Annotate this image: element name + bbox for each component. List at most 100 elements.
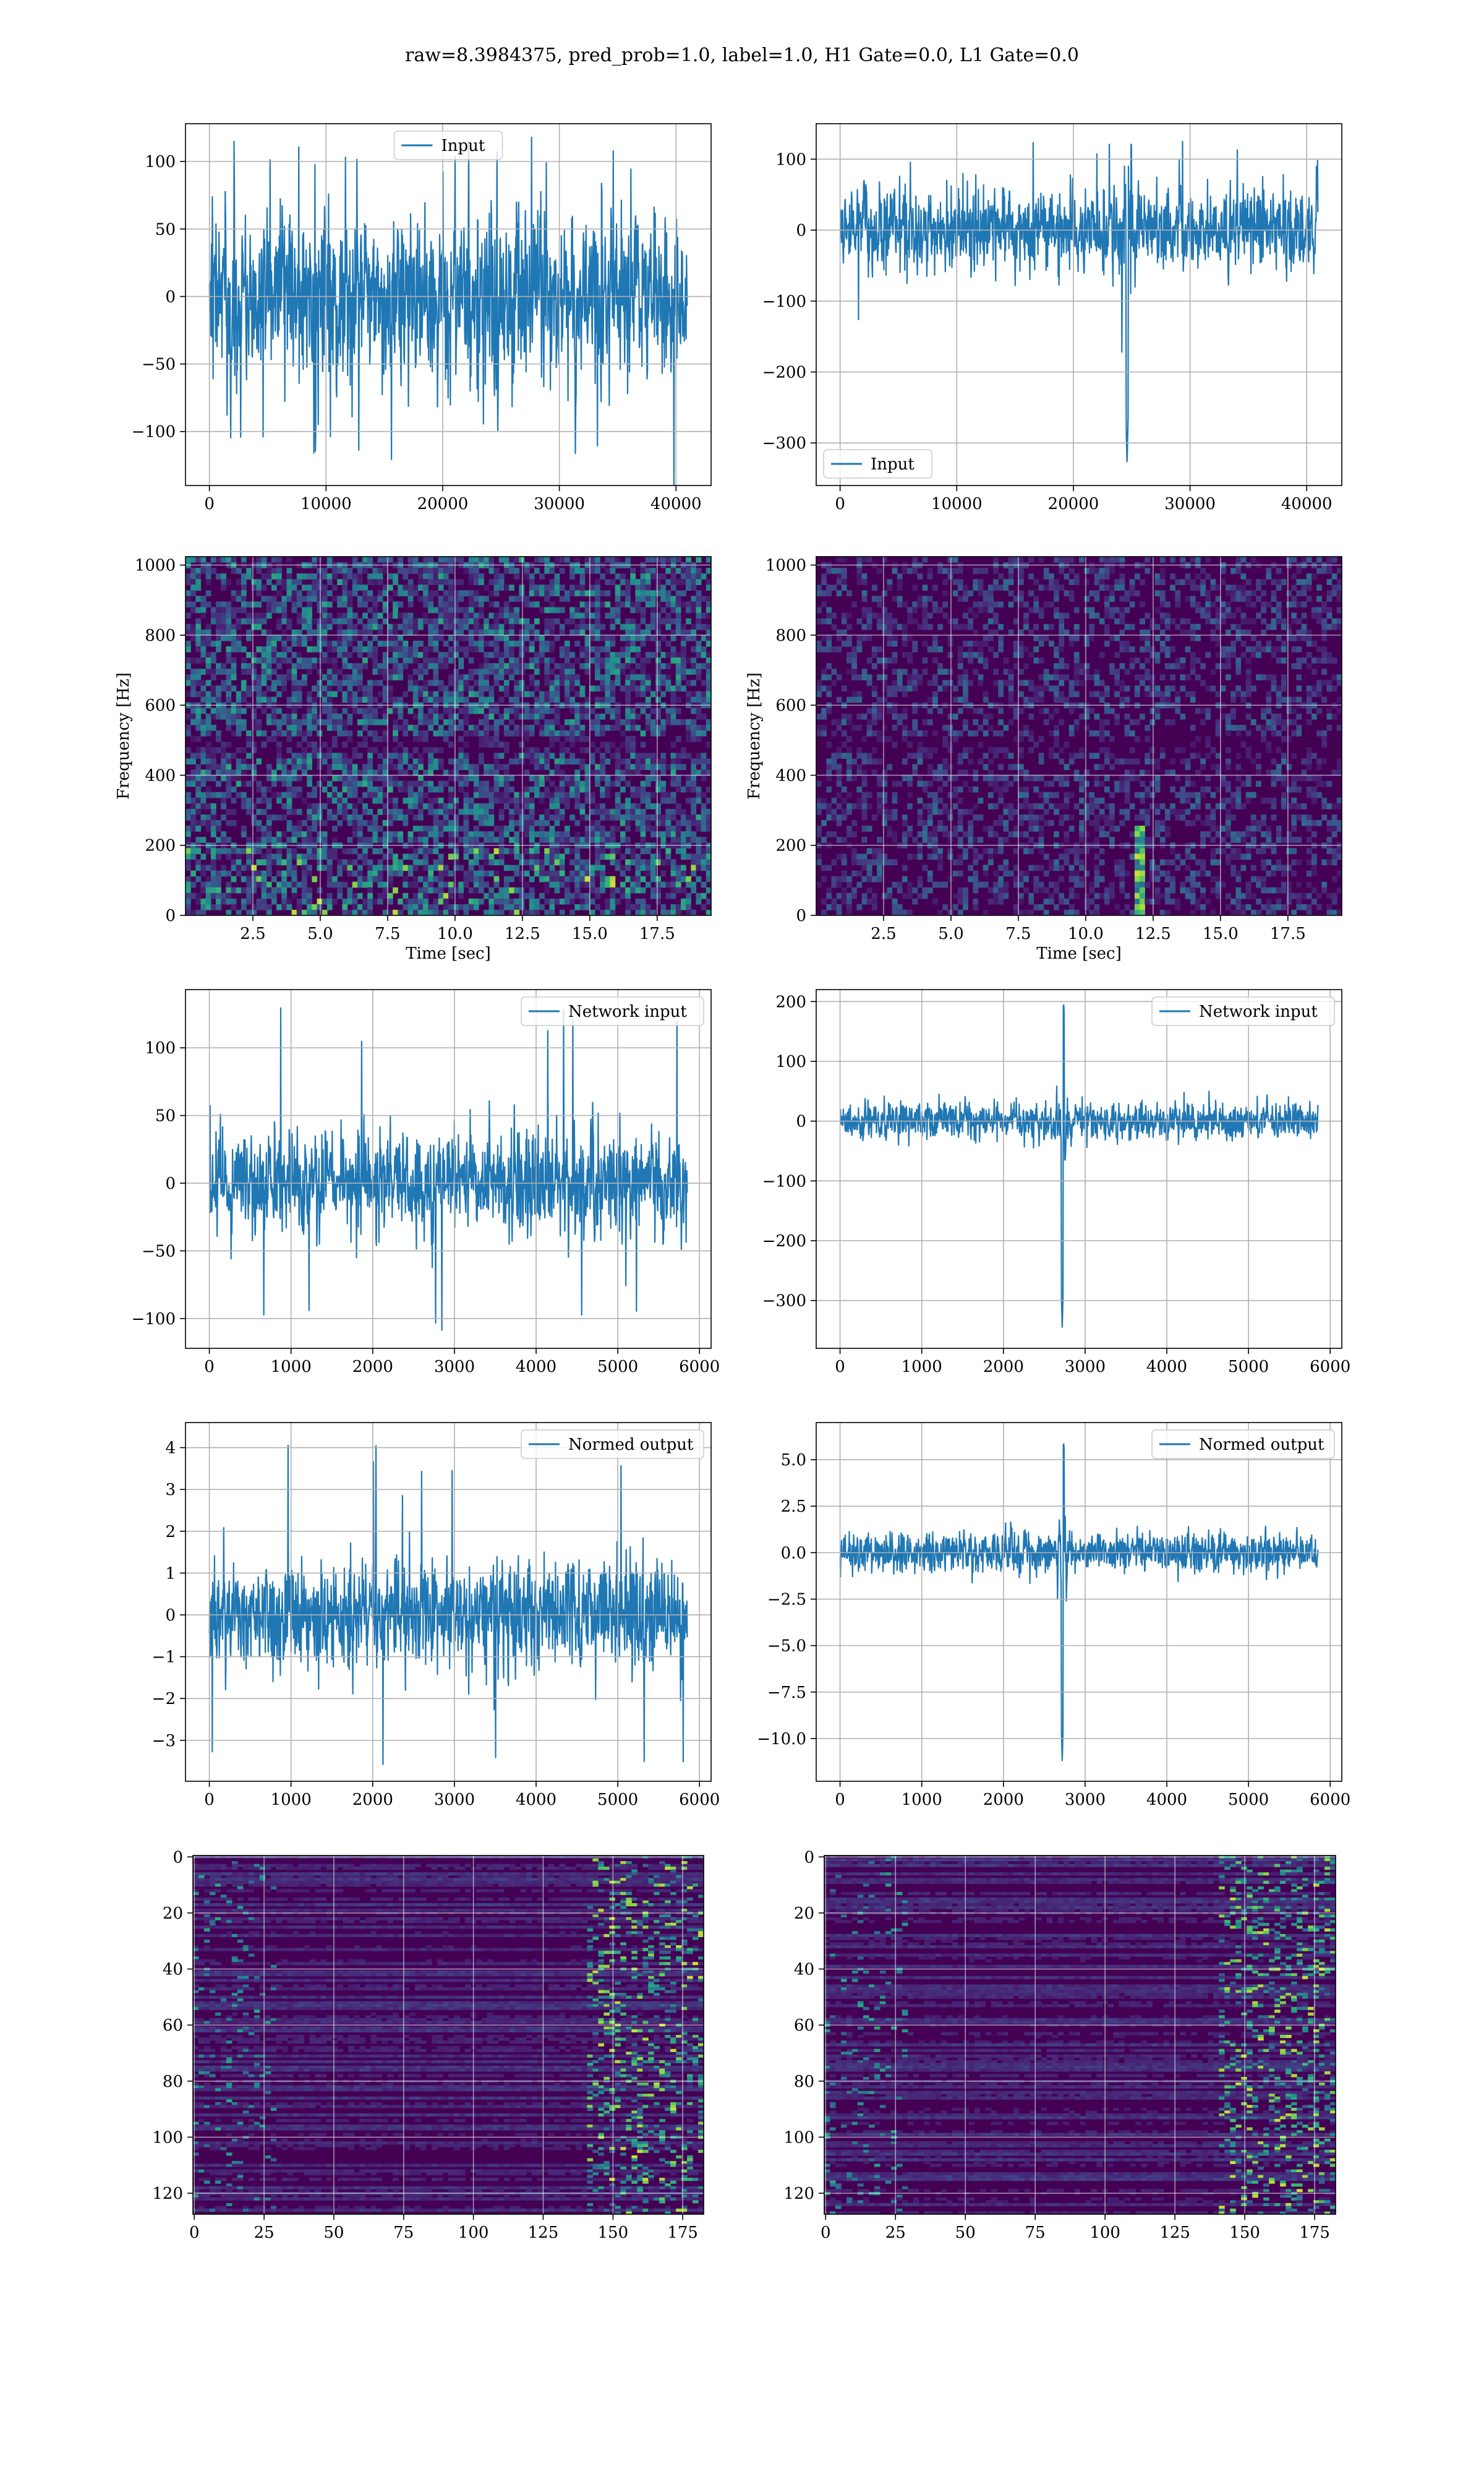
spec-h1-heatmap-cell <box>357 892 363 899</box>
spec-l1-heatmap-cell <box>816 691 822 698</box>
spec-h1-heatmap-cell <box>271 898 277 905</box>
spec-h1-heatmap-cell <box>362 769 368 776</box>
spec-l1-heatmap-cell <box>836 674 842 680</box>
spec-h1-heatmap-cell <box>670 826 676 832</box>
spec-h1-heatmap-cell <box>342 786 348 793</box>
spec-h1-heatmap-cell <box>534 865 540 871</box>
spec-h1-heatmap-cell <box>226 696 232 703</box>
spec-h1-heatmap-cell <box>352 826 358 832</box>
spec-l1-heatmap-cell <box>917 596 923 602</box>
spec-l1-heatmap-cell <box>907 892 913 899</box>
spec-h1-heatmap-cell <box>296 601 302 608</box>
spec-h1-heatmap-cell <box>190 590 196 597</box>
spec-h1-heatmap-cell <box>584 669 591 675</box>
spec-h1-heatmap-cell <box>326 814 333 821</box>
spec-h1-heatmap-cell <box>443 826 449 832</box>
spec-h1-heatmap-cell <box>595 657 600 664</box>
spec-h1-heatmap-cell <box>605 909 611 915</box>
spec-h1-heatmap-cell <box>241 797 247 804</box>
spec-l1-heatmap-cell <box>871 708 877 714</box>
spec-h1-heatmap-cell <box>186 579 191 585</box>
spec-h1-heatmap-cell <box>640 742 646 748</box>
spec-h1-heatmap-cell <box>479 881 484 888</box>
spec-h1-heatmap-cell <box>549 831 555 837</box>
spec-h1-heatmap-cell <box>524 769 530 776</box>
spec-h1-heatmap-cell <box>332 680 338 687</box>
spec-h1-heatmap-cell <box>534 590 540 597</box>
spec-h1-heatmap-cell <box>276 680 282 687</box>
spec-h1-heatmap-cell <box>317 831 323 837</box>
spec-h1-heatmap-cell <box>595 607 600 614</box>
spec-h1-heatmap-cell <box>412 881 419 888</box>
spec-h1-heatmap-cell <box>559 781 565 787</box>
spec-h1-heatmap-cell <box>367 865 373 871</box>
spec-h1-heatmap-cell <box>479 781 484 787</box>
spec-h1-heatmap-cell <box>524 646 530 653</box>
spec-l1-heatmap-cell <box>912 607 918 614</box>
spec-h1-heatmap-cell <box>605 854 611 860</box>
spec-h1-heatmap-cell <box>428 691 434 698</box>
spec-h1-heatmap-cell <box>463 792 469 798</box>
spec-h1-heatmap-cell <box>534 831 540 837</box>
spec-h1-heatmap-cell <box>377 859 383 866</box>
spec-h1-heatmap-cell <box>670 865 676 871</box>
spec-h1-heatmap-cell <box>342 573 348 580</box>
spec-h1-heatmap-cell <box>635 590 641 597</box>
spec-h1-heatmap-cell <box>326 612 333 619</box>
spec-h1-heatmap-cell <box>271 859 277 866</box>
spec-h1-heatmap-cell <box>463 764 469 770</box>
spec-l1-heatmap-cell <box>846 635 852 641</box>
spec-l1-heatmap-cell <box>831 753 837 759</box>
spec-h1-heatmap-cell <box>312 590 318 597</box>
spec-h1-heatmap-cell <box>347 848 353 854</box>
spec-h1-heatmap-cell <box>261 652 267 658</box>
spec-h1-heatmap-cell <box>352 635 358 641</box>
spec-h1-heatmap-cell <box>493 769 500 776</box>
spec-h1-heatmap-cell <box>276 753 282 759</box>
spec-l1-heatmap-cell <box>816 640 822 647</box>
spec-l1-heatmap-cell <box>866 674 872 680</box>
spec-h1-heatmap-cell <box>210 848 216 854</box>
spec-h1-heatmap-cell <box>544 814 550 821</box>
spec-h1-heatmap-cell <box>423 887 429 894</box>
spec-l1-heatmap-cell <box>816 803 822 810</box>
spec-h1-heatmap-cell <box>468 708 474 714</box>
spec-h1-heatmap-cell <box>317 629 323 636</box>
spec-h1-heatmap-cell <box>407 803 414 810</box>
spec-h1-heatmap-cell <box>403 590 409 597</box>
spec-h1-heatmap-cell <box>498 669 505 675</box>
input-l1-xtick-label: 30000 <box>1164 495 1216 513</box>
spec-h1-heatmap-cell <box>696 663 702 669</box>
spec-h1-heatmap-cell <box>332 719 338 726</box>
spec-h1-heatmap-cell <box>342 601 348 608</box>
spec-l1-heatmap-cell <box>882 607 888 614</box>
spec-h1-heatmap-cell <box>615 674 621 680</box>
spec-h1-heatmap-cell <box>195 568 202 574</box>
spec-l1-heatmap-cell <box>826 584 832 591</box>
spec-h1-heatmap-cell <box>554 887 560 894</box>
spec-h1-heatmap-cell <box>565 803 570 810</box>
spec-h1-heatmap-cell <box>484 803 489 810</box>
spec-h1-heatmap-cell <box>216 736 221 742</box>
spec-h1-heatmap-cell <box>342 909 348 915</box>
spec-h1-heatmap-cell <box>650 892 656 899</box>
spec-h1-heatmap-cell <box>539 781 545 787</box>
spec-h1-heatmap-cell <box>205 775 211 782</box>
spec-h1-heatmap-cell <box>579 758 586 764</box>
spec-h1-heatmap-cell <box>186 601 191 608</box>
spec-h1-heatmap-cell <box>635 652 641 658</box>
spec-h1-heatmap-cell <box>635 663 641 669</box>
spec-h1-heatmap-cell <box>529 808 535 815</box>
spec-h1-heatmap-cell <box>620 814 626 821</box>
spec-h1-heatmap-cell <box>266 887 272 894</box>
input-h1-xtick-label: 30000 <box>534 495 585 513</box>
spec-h1-heatmap-cell <box>423 657 429 664</box>
spec-h1-heatmap-cell <box>605 612 611 619</box>
spec-h1-heatmap-cell <box>382 769 388 776</box>
spec-h1-heatmap-cell <box>286 781 292 787</box>
spec-h1-heatmap-cell <box>357 742 363 748</box>
spec-h1-heatmap-cell <box>387 674 393 680</box>
spec-h1-heatmap-cell <box>418 736 424 742</box>
spec-l1-heatmap-cell <box>912 708 918 714</box>
spec-h1-heatmap-cell <box>473 904 479 910</box>
